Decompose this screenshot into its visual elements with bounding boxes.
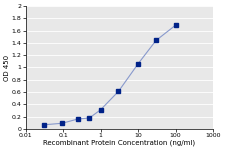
Y-axis label: OD 450: OD 450 — [4, 54, 10, 81]
X-axis label: Recombinant Protein Concentration (ng/ml): Recombinant Protein Concentration (ng/ml… — [43, 139, 195, 146]
